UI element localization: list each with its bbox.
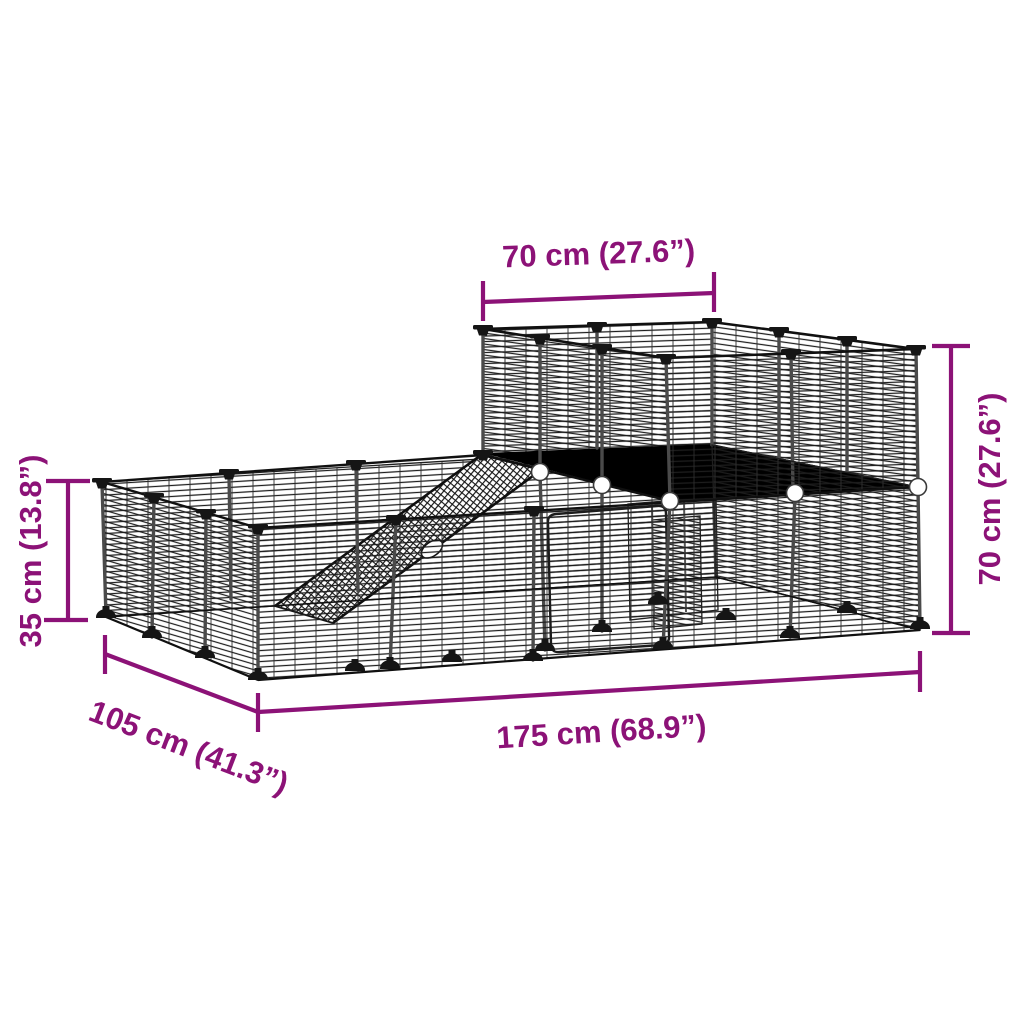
dimension-left-height: 35 cm (13.8”) [13, 455, 90, 648]
dim-label-top-width: 70 cm (27.6”) [502, 233, 696, 275]
frame-rails [101, 320, 921, 682]
dimension-right-height: 70 cm (27.6”) [932, 343, 1007, 636]
dim-label-length: 175 cm (68.9”) [495, 708, 707, 756]
dim-label-left-height: 35 cm (13.8”) [13, 455, 48, 648]
dimension-top-width: 70 cm (27.6”) [480, 233, 717, 321]
dim-label-depth: 105 cm (41.3”) [84, 693, 293, 801]
cage-drawing [92, 318, 930, 682]
upper-posts [481, 320, 920, 502]
lower-posts [100, 462, 922, 681]
dim-label-right-height: 70 cm (27.6”) [972, 393, 1007, 586]
